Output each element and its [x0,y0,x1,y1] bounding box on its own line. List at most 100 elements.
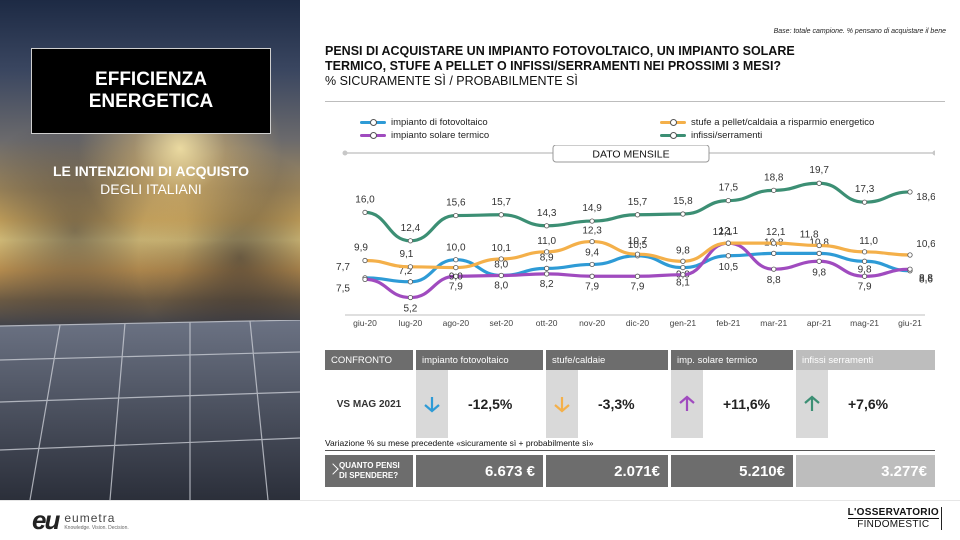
data-label: 10,6 [916,239,935,250]
question-line-2: TERMICO, STUFE A PELLET O INFISSI/SERRAM… [325,59,782,73]
data-point [362,209,368,216]
data-point [589,218,595,224]
left-photo-panel: EFFICIENZA ENERGETICA LE INTENZIONI DI A… [0,0,300,500]
data-point [861,273,868,279]
spend-row: QUANTO PENSI DI SPENDERE? 6.673 €2.071€ 5… [325,455,935,487]
data-point [498,272,504,279]
data-point [589,273,595,279]
legend-label: stufe a pellet/caldaia a risparmio energ… [691,117,875,128]
data-point [816,180,822,186]
comparison-header-item: stufe/caldaie [546,350,668,370]
data-point [680,272,686,278]
x-tick-label: lug-20 [399,318,423,328]
data-label: 17,5 [719,183,739,194]
data-point [407,238,414,244]
change-value: -12,5% [468,396,513,412]
data-label: 9,8 [812,267,826,278]
legend-item-solare-termico: impianto solare termico [360,130,489,141]
base-note: Base: totale campione. % pensano di acqu… [773,28,946,35]
legend-item-infissi: infissi/serramenti [660,130,762,141]
x-tick-label: mag-21 [850,318,879,328]
legend-swatch [660,132,686,139]
chart-badge: DATO MENSILE [592,149,669,161]
comparison-header-item: infissi serramenti [796,350,935,370]
data-label: 18,8 [764,172,784,183]
data-label: 18,6 [916,192,935,203]
data-label: 8,9 [540,252,554,263]
osservatorio-line-2: FINDOMESTIC [847,518,939,530]
footer-divider [0,500,960,501]
data-point [907,266,913,272]
legend-item-fotovoltaico: impianto di fotovoltaico [360,117,488,128]
comparison-cell: -12,5% [416,370,543,438]
change-value: +7,6% [848,396,889,412]
data-label: 8,8 [767,275,781,286]
variation-note: Variazione % su mese precedente «sicuram… [325,438,594,448]
data-label: 7,9 [585,281,599,292]
arrow-up-icon [671,370,703,438]
comparison-header: CONFRONTO [325,350,413,370]
question-text: PENSI DI ACQUISTARE UN IMPIANTO FOTOVOLT… [325,44,925,89]
eumetra-logo: eu eumetra Knowledge. Vision. Decision. [32,505,129,536]
osservatorio-line-1: L'OSSERVATORIO [847,507,939,518]
data-point [498,212,504,218]
data-label: 10,7 [628,236,648,247]
data-label: 8,6 [919,275,933,286]
data-point [544,249,550,255]
data-label: 17,3 [855,184,875,195]
section-title-box: EFFICIENZA ENERGETICA [31,48,271,134]
x-tick-label: set-20 [489,318,513,328]
badge-rule-end [342,150,348,156]
data-point [725,253,731,259]
spend-label: QUANTO PENSI DI SPENDERE? [325,455,413,487]
x-tick-label: feb-21 [716,318,740,328]
data-point [453,212,459,219]
data-point [453,257,459,263]
data-label: 15,6 [446,198,466,209]
data-point [861,258,868,264]
data-point [771,240,777,246]
data-label: 11,0 [537,236,556,247]
chart-badge-box [552,145,710,163]
spend-value: 5.210€ [671,455,793,487]
data-label: 8,0 [494,259,508,270]
data-point [634,212,641,218]
data-point [680,211,686,217]
data-point [362,257,368,264]
data-label: 8,0 [494,280,508,291]
data-label: 12,4 [401,223,421,234]
solar-panels-image [0,320,300,500]
data-label: 12,3 [582,226,602,237]
comparison-cell: +7,6% [796,370,935,438]
arrow-up-icon [796,370,828,438]
data-point [634,273,641,279]
data-label: 19,7 [809,165,829,176]
data-label: 11,8 [800,230,819,241]
chart-legend: impianto di fotovoltaico impianto solare… [360,117,920,145]
data-point [544,223,550,229]
legend-label: impianto di fotovoltaico [391,117,488,128]
comparison-header-item: impianto fotovoltaico [416,350,543,370]
spend-value: 3.277€ [796,455,935,487]
x-tick-label: dic-20 [626,318,649,328]
data-point [816,242,822,249]
data-point [362,276,368,283]
x-tick-label: ott-20 [536,318,558,328]
arrow-down-icon [416,370,448,438]
data-label: 14,9 [582,203,602,214]
comparison-table: CONFRONTO VS MAG 2021 impianto fotovolta… [325,350,935,440]
comparison-header-item: imp. solare termico [671,350,793,370]
legend-swatch [360,132,386,139]
data-label: 14,3 [537,208,557,219]
data-label: 15,7 [628,197,648,208]
data-label: 9,8 [858,264,872,275]
data-label: 9,1 [399,249,413,260]
spend-value: 2.071€ [546,455,668,487]
data-point [771,187,777,193]
eumetra-mark: eu [32,505,60,535]
divider [325,450,935,451]
eumetra-tagline: Knowledge. Vision. Decision. [64,524,129,531]
data-point [407,279,414,285]
data-label: 9,0 [449,272,463,283]
data-label: 8,1 [676,278,690,289]
